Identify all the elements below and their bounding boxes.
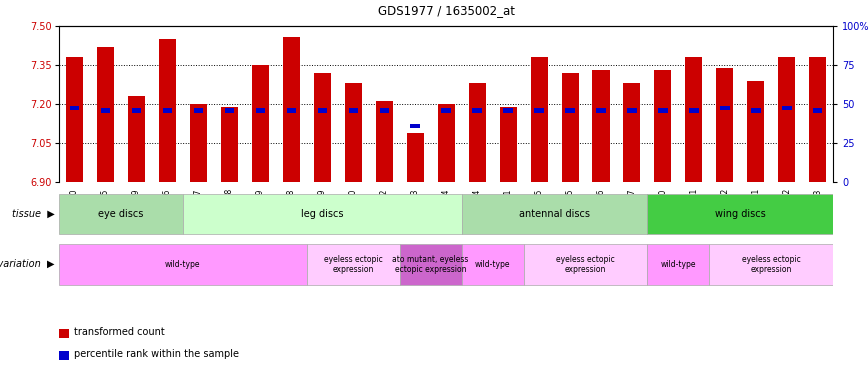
Bar xyxy=(500,106,516,182)
Bar xyxy=(286,108,296,112)
Bar xyxy=(720,106,730,110)
Bar xyxy=(159,39,176,182)
Bar xyxy=(813,108,823,112)
Bar xyxy=(686,57,702,182)
Bar xyxy=(658,108,667,112)
Bar xyxy=(256,108,265,112)
Bar xyxy=(596,108,606,112)
Bar xyxy=(809,57,826,182)
Bar xyxy=(318,108,327,112)
Bar xyxy=(523,244,648,285)
Bar xyxy=(462,244,523,285)
Bar xyxy=(503,108,513,112)
Bar xyxy=(442,108,450,112)
Bar xyxy=(306,244,399,285)
Bar xyxy=(349,108,358,112)
Text: wild-type: wild-type xyxy=(165,260,201,269)
Text: eyeless ectopic
expression: eyeless ectopic expression xyxy=(324,255,383,274)
Bar xyxy=(648,244,709,285)
Bar xyxy=(411,124,420,128)
Bar xyxy=(101,108,110,112)
Text: eye discs: eye discs xyxy=(98,209,143,219)
Bar xyxy=(562,73,579,182)
Text: wing discs: wing discs xyxy=(715,209,766,219)
Bar xyxy=(628,108,636,112)
Bar xyxy=(190,104,207,182)
Bar xyxy=(689,108,699,112)
Bar xyxy=(623,83,641,182)
Bar xyxy=(709,244,833,285)
Bar xyxy=(66,57,83,182)
Text: wild-type: wild-type xyxy=(475,260,510,269)
Text: genotype/variation  ▶: genotype/variation ▶ xyxy=(0,260,55,269)
Bar xyxy=(782,106,792,110)
Bar xyxy=(565,108,575,112)
Text: transformed count: transformed count xyxy=(74,327,165,337)
Text: percentile rank within the sample: percentile rank within the sample xyxy=(74,350,239,359)
Bar xyxy=(469,83,485,182)
Bar xyxy=(648,194,833,234)
Bar xyxy=(376,102,392,182)
Bar xyxy=(407,133,424,182)
Bar xyxy=(716,68,733,182)
Bar xyxy=(472,108,482,112)
Text: leg discs: leg discs xyxy=(301,209,344,219)
Text: eyeless ectopic
expression: eyeless ectopic expression xyxy=(556,255,615,274)
Bar xyxy=(345,83,362,182)
Bar xyxy=(779,57,795,182)
Bar xyxy=(747,81,765,182)
Bar xyxy=(252,65,269,182)
Text: antennal discs: antennal discs xyxy=(519,209,590,219)
Bar xyxy=(132,108,141,112)
Bar xyxy=(379,108,389,112)
Bar xyxy=(399,244,462,285)
Bar xyxy=(97,47,114,182)
Bar xyxy=(220,106,238,182)
Bar xyxy=(194,108,203,112)
Bar xyxy=(69,106,79,110)
Bar xyxy=(128,96,145,182)
Text: tissue  ▶: tissue ▶ xyxy=(12,209,55,219)
Bar xyxy=(162,108,172,112)
Bar xyxy=(183,194,462,234)
Bar xyxy=(313,73,331,182)
Bar xyxy=(462,194,648,234)
Bar xyxy=(654,70,672,182)
Bar xyxy=(225,108,234,112)
Bar xyxy=(283,37,299,182)
Text: wild-type: wild-type xyxy=(661,260,696,269)
Bar xyxy=(530,57,548,182)
Text: eyeless ectopic
expression: eyeless ectopic expression xyxy=(742,255,800,274)
Text: GDS1977 / 1635002_at: GDS1977 / 1635002_at xyxy=(378,4,515,17)
Bar xyxy=(59,244,306,285)
Bar xyxy=(437,104,455,182)
Bar xyxy=(535,108,543,112)
Bar xyxy=(593,70,609,182)
Bar xyxy=(751,108,760,112)
Text: ato mutant, eyeless
ectopic expression: ato mutant, eyeless ectopic expression xyxy=(392,255,469,274)
Bar xyxy=(59,194,183,234)
